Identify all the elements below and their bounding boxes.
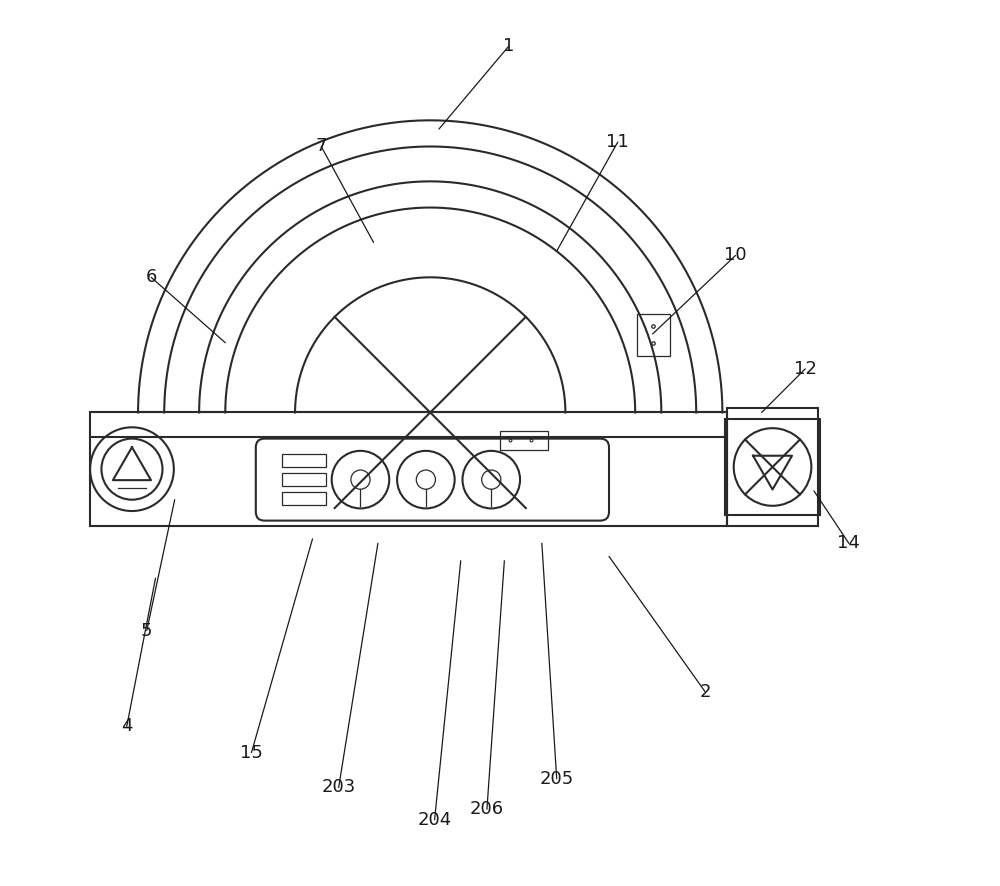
Bar — [727, 408, 818, 526]
Text: 1: 1 — [503, 37, 514, 55]
Text: 5: 5 — [141, 621, 153, 640]
Text: 205: 205 — [540, 770, 574, 788]
Text: 206: 206 — [470, 800, 504, 819]
Text: 2: 2 — [699, 682, 711, 701]
Text: 203: 203 — [322, 779, 356, 797]
Text: 11: 11 — [606, 133, 629, 152]
Text: 12: 12 — [794, 360, 817, 377]
Text: 7: 7 — [315, 137, 327, 155]
Text: 14: 14 — [837, 534, 860, 552]
Text: 6: 6 — [145, 268, 157, 286]
Text: 4: 4 — [121, 718, 132, 735]
Bar — [500, 431, 548, 450]
Bar — [282, 493, 326, 505]
Text: 204: 204 — [417, 811, 452, 828]
Bar — [725, 419, 820, 515]
Bar — [282, 454, 326, 467]
Bar — [637, 314, 670, 355]
Bar — [90, 413, 727, 526]
Text: 15: 15 — [240, 743, 263, 762]
Text: 10: 10 — [724, 246, 747, 265]
Bar — [282, 473, 326, 486]
